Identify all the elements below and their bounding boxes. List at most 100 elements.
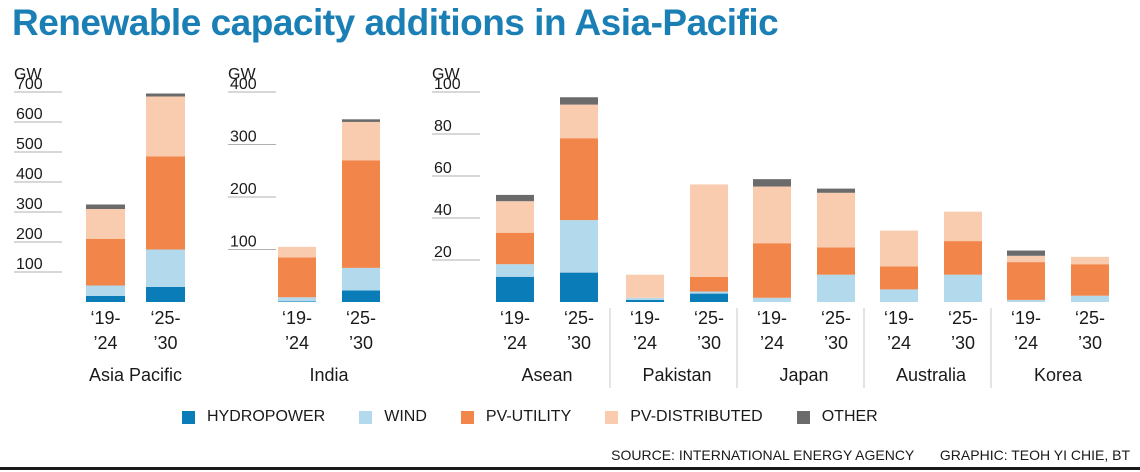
y-tick-label-regional: 60 xyxy=(434,160,452,177)
x-tick-label-japan: ‘19- xyxy=(757,308,787,328)
x-tick-label-asean: ‘19- xyxy=(500,308,530,328)
y-tick-label-regional: 80 xyxy=(434,118,452,135)
bar-segment-japan-1-pv_utility xyxy=(817,247,855,275)
bar-segment-asia-pacific-1-hydropower xyxy=(146,287,185,302)
x-tick-label-pakistan: ‘25- xyxy=(694,308,724,328)
graphic-credit: GRAPHIC: TEOH YI CHIE, BT xyxy=(939,447,1130,463)
x-tick-label-india: ’24 xyxy=(285,333,309,353)
bar-segment-india-1-pv_distributed xyxy=(342,121,380,161)
y-tick-label-regional: 100 xyxy=(434,76,461,93)
y-unit-label-india: GW xyxy=(228,66,256,83)
bar-segment-pakistan-1-wind xyxy=(690,291,728,294)
legend-label-hydropower: HYDROPOWER xyxy=(207,408,326,425)
x-tick-label-japan: ’24 xyxy=(760,333,784,353)
bar-segment-korea-1-pv_utility xyxy=(1071,264,1109,296)
x-tick-label-asia-pacific: ‘19- xyxy=(90,308,120,328)
bar-segment-asean-1-other xyxy=(560,97,598,105)
x-tick-label-australia: ‘25- xyxy=(948,308,978,328)
y-tick-label-regional: 40 xyxy=(434,202,452,219)
x-tick-label-australia: ’30 xyxy=(951,333,975,353)
group-label-japan: Japan xyxy=(779,365,828,385)
x-tick-label-asean: ’30 xyxy=(567,333,591,353)
y-tick-label-india: 200 xyxy=(230,181,257,198)
bar-segment-korea-1-wind xyxy=(1071,295,1109,302)
group-label-korea: Korea xyxy=(1034,365,1083,385)
x-tick-label-pakistan: ’24 xyxy=(633,333,657,353)
x-tick-label-india: ‘19- xyxy=(282,308,312,328)
bar-segment-japan-0-pv_distributed xyxy=(753,186,791,244)
bar-segment-japan-0-wind xyxy=(753,297,791,302)
y-tick-label-india: 300 xyxy=(230,129,257,146)
legend-item-hydropower: HYDROPOWER xyxy=(182,408,325,426)
legend: HYDROPOWER WIND PV-UTILITY PV-DISTRIBUTE… xyxy=(182,408,912,426)
bar-segment-asia-pacific-0-hydropower xyxy=(86,296,125,302)
legend-swatch-pv-utility xyxy=(460,410,474,424)
y-tick-label-asia-pacific: 700 xyxy=(16,76,43,93)
x-tick-label-india: ‘25- xyxy=(346,308,376,328)
bar-segment-asean-1-hydropower xyxy=(560,272,598,302)
legend-swatch-wind xyxy=(359,410,373,424)
bar-segment-pakistan-0-hydropower xyxy=(626,299,664,302)
x-tick-label-korea: ’24 xyxy=(1014,333,1038,353)
y-tick-label-asia-pacific: 100 xyxy=(16,256,43,273)
y-unit-label-asia-pacific: GW xyxy=(14,66,42,83)
y-tick-label-asia-pacific: 500 xyxy=(16,136,43,153)
legend-label-pv-utility: PV-UTILITY xyxy=(485,408,572,425)
x-tick-label-japan: ’30 xyxy=(824,333,848,353)
bar-segment-japan-0-other xyxy=(753,179,791,187)
bar-segment-japan-1-pv_distributed xyxy=(817,192,855,248)
bar-segment-india-0-pv_distributed xyxy=(278,246,316,258)
bar-segment-asean-0-wind xyxy=(496,264,534,277)
group-label-asia-pacific: Asia Pacific xyxy=(89,365,182,385)
group-label-asean: Asean xyxy=(521,365,572,385)
x-tick-label-asean: ‘25- xyxy=(564,308,594,328)
bar-segment-pakistan-0-pv_distributed xyxy=(626,274,664,298)
bar-segment-japan-1-wind xyxy=(817,274,855,302)
x-tick-label-australia: ‘19- xyxy=(884,308,914,328)
bar-segment-india-1-hydropower xyxy=(342,290,380,302)
bar-segment-india-0-pv_utility xyxy=(278,257,316,298)
bar-segment-korea-0-other xyxy=(1007,250,1045,256)
legend-label-pv-distributed: PV-DISTRIBUTED xyxy=(630,408,763,425)
y-unit-label-regional: GW xyxy=(432,66,460,83)
chart-title: Renewable capacity additions in Asia-Pac… xyxy=(12,2,779,43)
x-tick-label-japan: ‘25- xyxy=(821,308,851,328)
legend-swatch-pv-distributed xyxy=(605,410,619,424)
y-tick-label-asia-pacific: 300 xyxy=(16,196,43,213)
bar-segment-asean-0-pv_utility xyxy=(496,232,534,265)
x-tick-label-asia-pacific: ’24 xyxy=(93,333,117,353)
bar-segment-pakistan-1-pv_utility xyxy=(690,276,728,292)
bottom-rule xyxy=(0,467,1140,470)
y-tick-label-asia-pacific: 400 xyxy=(16,166,43,183)
bar-segment-japan-0-pv_utility xyxy=(753,243,791,298)
y-tick-label-india: 100 xyxy=(230,234,257,251)
bar-segment-australia-1-pv_utility xyxy=(944,241,982,275)
x-tick-label-korea: ‘25- xyxy=(1075,308,1105,328)
bar-segment-australia-1-pv_distributed xyxy=(944,211,982,242)
bar-segment-korea-0-pv_distributed xyxy=(1007,255,1045,263)
bar-segment-australia-0-wind xyxy=(880,289,918,302)
bar-segment-pakistan-0-wind xyxy=(626,297,664,300)
bar-segment-asia-pacific-1-pv_distributed xyxy=(146,96,185,157)
bar-segment-india-0-wind xyxy=(278,297,316,302)
x-tick-label-pakistan: ‘19- xyxy=(630,308,660,328)
bar-segment-india-1-other xyxy=(342,119,380,122)
bar-segment-asean-0-other xyxy=(496,194,534,202)
group-label-india: India xyxy=(309,365,349,385)
bar-segment-india-1-pv_utility xyxy=(342,160,380,268)
x-tick-label-korea: ’30 xyxy=(1078,333,1102,353)
legend-item-pv-utility: PV-UTILITY xyxy=(460,408,572,426)
y-tick-label-asia-pacific: 200 xyxy=(16,226,43,243)
bar-segment-pakistan-1-pv_distributed xyxy=(690,184,728,277)
legend-swatch-other xyxy=(796,410,810,424)
bar-segment-korea-1-pv_distributed xyxy=(1071,256,1109,265)
source-credit: SOURCE: INTERNATIONAL ENERGY AGENCY xyxy=(611,447,915,463)
y-tick-label-asia-pacific: 600 xyxy=(16,106,43,123)
bar-segment-japan-1-other xyxy=(817,188,855,193)
bar-segment-asia-pacific-0-pv_distributed xyxy=(86,209,125,239)
x-tick-label-india: ’30 xyxy=(349,333,373,353)
legend-label-wind: WIND xyxy=(384,408,427,425)
legend-swatch-hydropower xyxy=(182,410,195,424)
credits: SOURCE: INTERNATIONAL ENERGY AGENCY GRAP… xyxy=(611,447,1130,463)
y-tick-label-regional: 20 xyxy=(434,244,452,261)
